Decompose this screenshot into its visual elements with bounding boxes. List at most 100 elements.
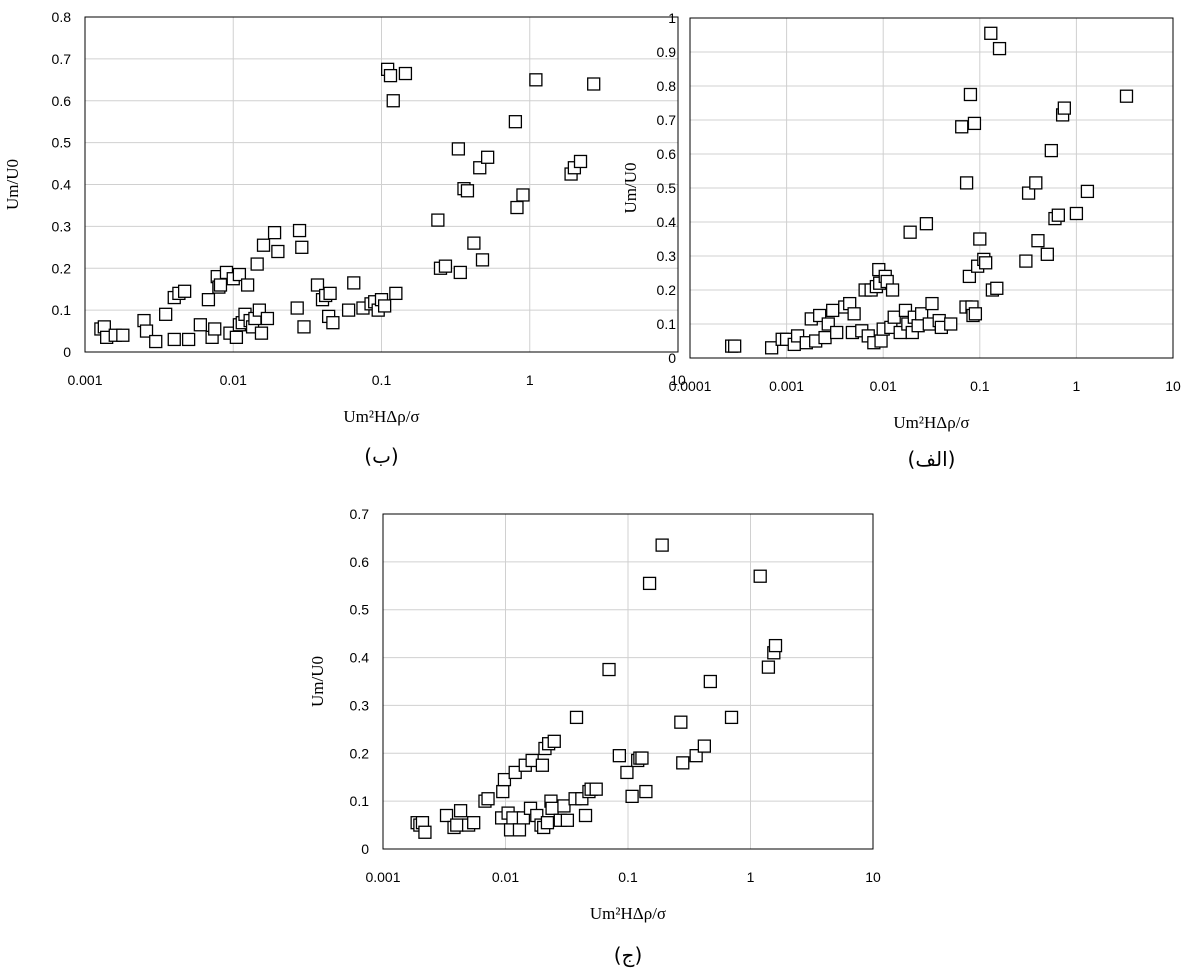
- y-tick-label: 0.4: [350, 650, 370, 666]
- data-point: [1119, 89, 1134, 103]
- data-point: [1051, 208, 1065, 222]
- data-point: [955, 120, 969, 134]
- data-point: [724, 710, 739, 725]
- data-point: [569, 710, 584, 725]
- data-point: [510, 200, 524, 215]
- data-point: [925, 296, 939, 311]
- data-point: [290, 301, 304, 315]
- data-point: [208, 322, 222, 336]
- y-tick-label: 0.8: [657, 78, 677, 94]
- data-point: [625, 789, 639, 804]
- x-tick-label: 0.0001: [669, 378, 712, 394]
- data-point: [181, 332, 196, 347]
- data-point: [963, 87, 978, 102]
- data-point: [232, 267, 247, 282]
- data-point: [177, 284, 192, 298]
- data-point: [398, 66, 413, 81]
- data-point: [267, 226, 282, 240]
- y-tick-label: 0.7: [657, 112, 677, 128]
- data-point: [761, 660, 776, 674]
- data-point: [453, 804, 468, 818]
- data-point: [962, 269, 977, 284]
- data-point: [497, 772, 512, 787]
- y-tick-label: 0.4: [657, 214, 677, 230]
- data-point: [383, 68, 398, 83]
- data-point: [250, 257, 264, 271]
- chart-0: 00.10.20.30.40.50.60.70.80.001 0.01 0.1 1 10…: [3, 9, 686, 468]
- data-point: [639, 784, 653, 799]
- x-tick-label: 0.1: [372, 372, 392, 388]
- data-point: [1031, 234, 1045, 248]
- data-point: [753, 569, 767, 583]
- x-tick-label: 0.1: [618, 869, 638, 885]
- x-tick-label: 0.01: [220, 372, 247, 388]
- data-point: [481, 792, 495, 806]
- x-tick-label: 0.001: [769, 378, 804, 394]
- data-point: [540, 816, 555, 830]
- data-point: [377, 299, 392, 313]
- data-point: [431, 213, 445, 227]
- data-point: [260, 311, 275, 326]
- data-point: [292, 223, 307, 238]
- data-point: [326, 316, 340, 330]
- data-point: [676, 756, 690, 770]
- data-point: [167, 332, 181, 347]
- data-point: [959, 176, 974, 190]
- data-point: [973, 232, 987, 246]
- data-point: [874, 334, 888, 348]
- y-tick-label: 0.1: [350, 793, 370, 809]
- data-point: [386, 94, 400, 108]
- y-tick-label: 0.7: [52, 51, 72, 67]
- y-axis-label: Um/U0: [308, 656, 327, 707]
- data-point: [992, 41, 1007, 56]
- y-tick-label: 0: [668, 350, 676, 366]
- data-point: [560, 813, 575, 827]
- data-point: [389, 286, 403, 301]
- data-point: [968, 307, 983, 321]
- data-point: [919, 217, 934, 231]
- data-point: [480, 150, 495, 164]
- y-tick-label: 0.2: [350, 745, 370, 761]
- data-point: [635, 751, 649, 765]
- x-tick-label: 10: [865, 869, 881, 885]
- data-point: [438, 259, 453, 273]
- data-point: [473, 161, 487, 175]
- data-point: [587, 77, 601, 91]
- data-point: [475, 253, 490, 267]
- data-point: [573, 154, 588, 169]
- data-point: [159, 307, 173, 321]
- data-point: [496, 784, 510, 799]
- data-point: [589, 782, 603, 796]
- data-point: [229, 330, 244, 344]
- y-axis-label: Um/U0: [3, 159, 22, 210]
- y-axis-label: Um/U0: [621, 163, 640, 214]
- data-point: [467, 816, 481, 830]
- y-tick-label: 0.4: [52, 177, 72, 193]
- x-axis-label: Um²HΔρ/σ: [893, 413, 969, 432]
- x-axis-label: Um²HΔρ/σ: [343, 407, 419, 426]
- x-tick-label: 10: [1165, 378, 1181, 394]
- y-tick-label: 0.6: [52, 93, 72, 109]
- data-point: [547, 734, 561, 748]
- y-tick-label: 0.1: [52, 302, 72, 318]
- data-point: [271, 244, 285, 259]
- y-tick-label: 0.5: [350, 602, 370, 618]
- data-point: [545, 801, 559, 815]
- data-point: [240, 278, 255, 292]
- data-point: [903, 225, 917, 239]
- data-point: [697, 739, 711, 753]
- data-point: [557, 799, 571, 813]
- data-point: [914, 307, 929, 321]
- data-point: [213, 278, 228, 292]
- data-point: [418, 825, 432, 839]
- data-point: [1069, 206, 1084, 221]
- data-point: [1044, 143, 1058, 158]
- data-point: [295, 240, 309, 254]
- data-point: [139, 324, 154, 338]
- data-point: [467, 236, 481, 250]
- data-point: [885, 283, 900, 297]
- x-tick-label: 1: [1073, 378, 1081, 394]
- data-point: [830, 325, 844, 340]
- y-tick-label: 0.8: [52, 9, 72, 25]
